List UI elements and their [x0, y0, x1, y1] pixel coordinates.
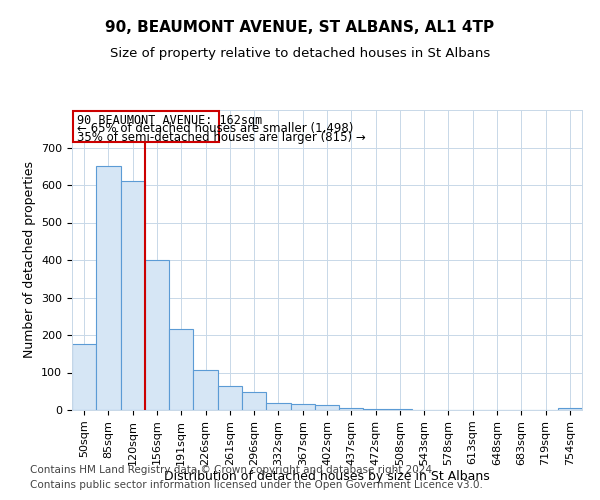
- Bar: [364, 409, 388, 410]
- Bar: [72, 344, 96, 410]
- Bar: [73, 111, 219, 142]
- Bar: [290, 404, 315, 410]
- Text: Contains HM Land Registry data © Crown copyright and database right 2024.: Contains HM Land Registry data © Crown c…: [30, 465, 436, 475]
- Bar: [388, 409, 412, 410]
- Bar: [242, 392, 266, 410]
- Bar: [315, 405, 339, 410]
- Text: 90 BEAUMONT AVENUE: 162sqm: 90 BEAUMONT AVENUE: 162sqm: [77, 114, 262, 127]
- Bar: [121, 181, 145, 410]
- Bar: [339, 408, 364, 410]
- Bar: [218, 386, 242, 410]
- Text: Size of property relative to detached houses in St Albans: Size of property relative to detached ho…: [110, 48, 490, 60]
- Text: 35% of semi-detached houses are larger (815) →: 35% of semi-detached houses are larger (…: [77, 130, 365, 143]
- Bar: [266, 403, 290, 410]
- Text: Contains public sector information licensed under the Open Government Licence v3: Contains public sector information licen…: [30, 480, 483, 490]
- Bar: [145, 260, 169, 410]
- X-axis label: Distribution of detached houses by size in St Albans: Distribution of detached houses by size …: [164, 470, 490, 484]
- Bar: [193, 370, 218, 410]
- Bar: [169, 330, 193, 410]
- Text: ← 65% of detached houses are smaller (1,498): ← 65% of detached houses are smaller (1,…: [77, 122, 353, 136]
- Text: 90, BEAUMONT AVENUE, ST ALBANS, AL1 4TP: 90, BEAUMONT AVENUE, ST ALBANS, AL1 4TP: [106, 20, 494, 35]
- Y-axis label: Number of detached properties: Number of detached properties: [23, 162, 35, 358]
- Bar: [96, 166, 121, 410]
- Bar: [558, 408, 582, 410]
